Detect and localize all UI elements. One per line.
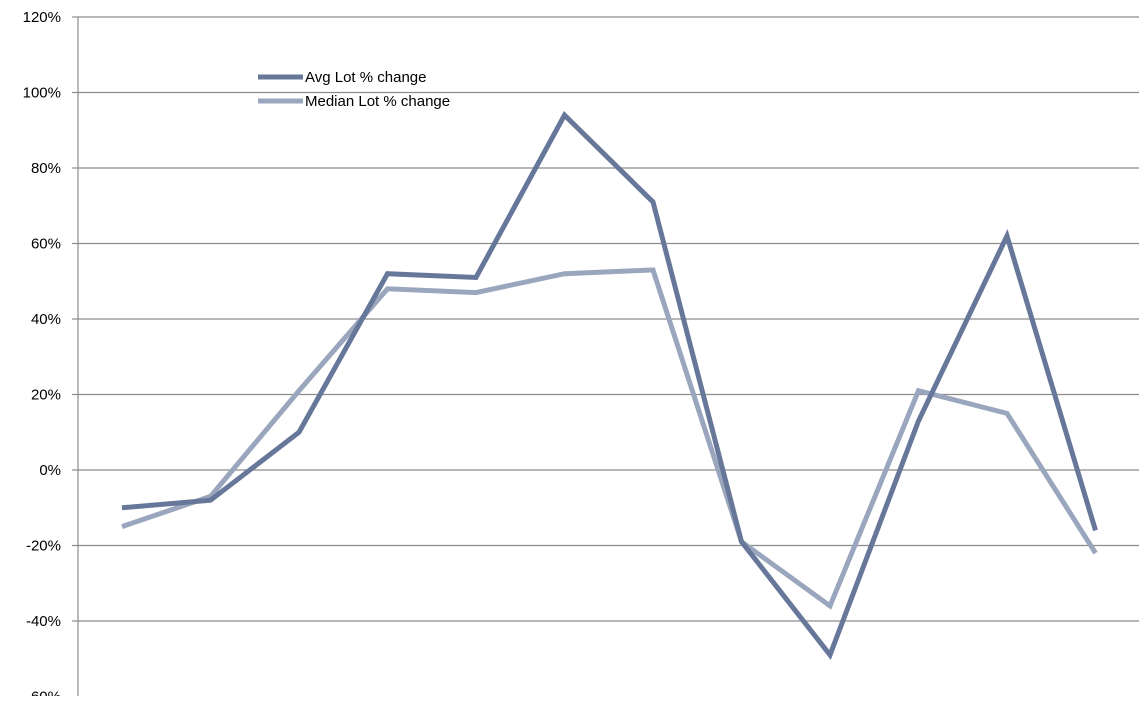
y-tick-label: 100% — [23, 85, 61, 102]
legend-label: Avg Lot % change — [305, 69, 426, 86]
y-tick-label: -20% — [26, 538, 61, 555]
gridlines — [78, 16, 1139, 622]
y-tick-label: 60% — [31, 236, 61, 253]
series-line-avg-lot-change — [121, 111, 1098, 661]
y-tick-label: 0% — [39, 462, 61, 479]
y-tick-label: -40% — [26, 613, 61, 630]
y-tick-label: 20% — [31, 387, 61, 404]
legend: Avg Lot % change Median Lot % change — [258, 69, 450, 110]
legend-label: Median Lot % change — [305, 93, 450, 110]
series-lines — [121, 111, 1098, 661]
y-tick-label: 120% — [23, 9, 61, 26]
y-tick-label: 40% — [31, 311, 61, 328]
y-tick-label: 80% — [31, 160, 61, 177]
series-line-median-lot-change — [121, 267, 1098, 610]
y-tick-label: -60% — [26, 689, 61, 697]
y-axis: 120% 100% 80% 60% 40% 20% 0% -20% -40% -60% — [23, 9, 79, 701]
